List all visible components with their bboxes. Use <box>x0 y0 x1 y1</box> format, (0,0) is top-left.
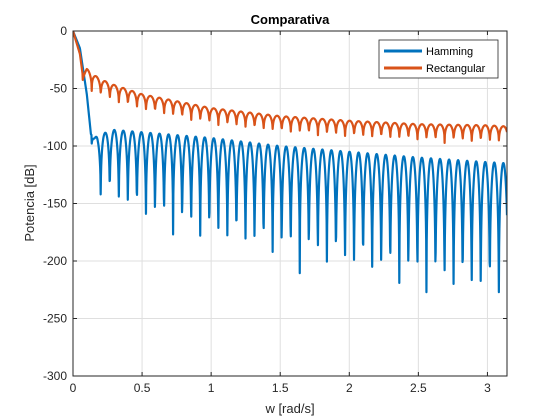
y-tick-label: 0 <box>60 24 67 38</box>
legend: Hamming Rectangular <box>378 39 499 79</box>
x-tick-label: 1 <box>208 381 215 395</box>
x-tick-label: 2.5 <box>410 381 427 395</box>
x-tick-label: 0.5 <box>134 381 151 395</box>
x-tick-label: 2 <box>346 381 353 395</box>
series-line-rectangular <box>73 31 507 145</box>
y-tick-label: -50 <box>50 82 68 96</box>
x-tick-label: 1.5 <box>272 381 289 395</box>
y-tick-label: -200 <box>43 254 67 268</box>
y-axis-label: Potencia [dB] <box>22 164 37 241</box>
y-tick-label: -300 <box>43 369 67 383</box>
x-tick-label: 0 <box>70 381 77 395</box>
y-tick-label: -250 <box>43 312 67 326</box>
x-axis-label: w [rad/s] <box>264 401 314 416</box>
legend-box <box>378 39 499 79</box>
series-line-hamming <box>73 31 507 294</box>
x-tick-label: 3 <box>484 381 491 395</box>
y-tick-label: -100 <box>43 139 67 153</box>
series-layer <box>73 31 507 294</box>
ticks: 0 0.5 1 1.5 2 2.5 3 0 -50 -100 -150 -200 -250 -300 <box>43 24 507 395</box>
chart-title: Comparativa <box>251 12 331 27</box>
legend-label-hamming: Hamming <box>426 46 473 58</box>
y-tick-label: -150 <box>43 197 67 211</box>
legend-label-rectangular: Rectangular <box>426 63 486 75</box>
